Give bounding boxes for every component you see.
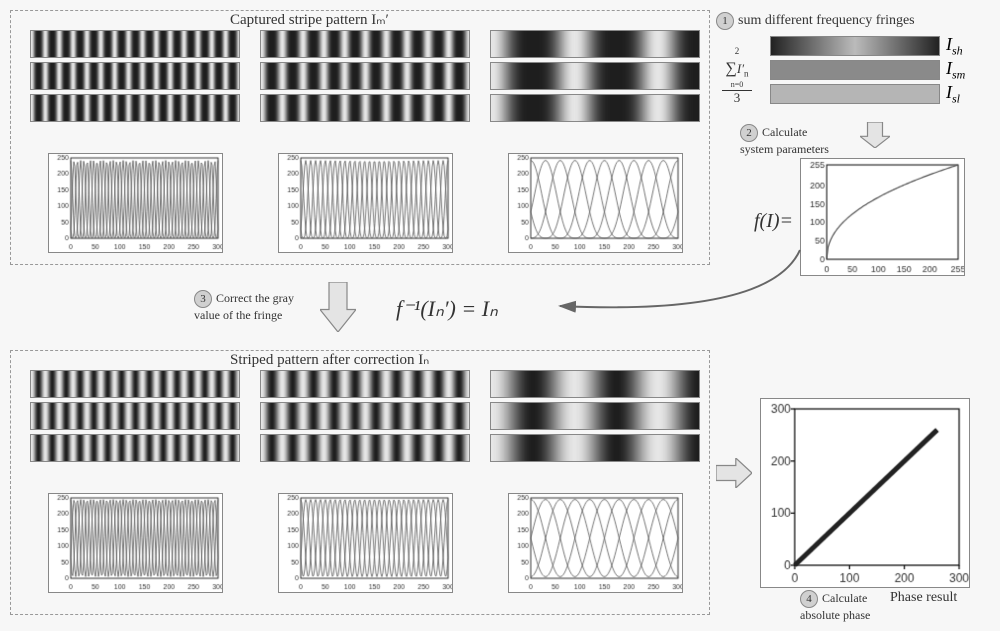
arrow-sum-to-curve xyxy=(860,122,890,148)
step-1-label: 1sum different frequency fringes xyxy=(716,12,915,30)
arrow-correct-down xyxy=(320,282,356,332)
stripe-top-0-row2 xyxy=(30,94,240,122)
phase-plot-bottom-2 xyxy=(508,493,683,593)
stripe-top-1-row0 xyxy=(260,30,470,58)
step-2-label: 2Calculatesystem parameters xyxy=(740,124,829,157)
phase-plot-top-0 xyxy=(48,153,223,253)
sum-bars xyxy=(770,36,940,104)
sum-bar-2 xyxy=(770,84,940,104)
stripe-top-2-row1 xyxy=(490,62,700,90)
stripe-top-0-row0 xyxy=(30,30,240,58)
step-3-label: 3Correct the grayvalue of the fringe xyxy=(194,290,294,323)
sum-bar-0 xyxy=(770,36,940,56)
stripe-top-2-row2 xyxy=(490,94,700,122)
phase-plot-top-2 xyxy=(508,153,683,253)
captured-title: Captured stripe pattern Iₘ′ xyxy=(230,10,389,29)
phase-result-plot xyxy=(760,398,970,588)
inverse-formula: f⁻¹(Iₙ′) = Iₙ xyxy=(396,296,498,322)
stripe-top-2-row0 xyxy=(490,30,700,58)
stripe-top-1-row2 xyxy=(260,94,470,122)
corrected-title: Striped pattern after correction Iₙ xyxy=(230,350,429,369)
stripe-bottom-0-row2 xyxy=(30,434,240,462)
stripe-top-0-row1 xyxy=(30,62,240,90)
system-parameters-plot xyxy=(800,158,965,276)
stripe-bottom-1-row2 xyxy=(260,434,470,462)
stripe-top-1-row1 xyxy=(260,62,470,90)
phase-result-xlabel: Phase result xyxy=(890,590,957,606)
stripe-bottom-0-row1 xyxy=(30,402,240,430)
phase-plot-bottom-0 xyxy=(48,493,223,593)
sum-bar-1 xyxy=(770,60,940,80)
sum-formula: 2∑I′nn=03 xyxy=(722,50,752,104)
stripe-bottom-2-row2 xyxy=(490,434,700,462)
stripe-bottom-2-row0 xyxy=(490,370,700,398)
stripe-bottom-2-row1 xyxy=(490,402,700,430)
step-4-label: 4Calculateabsolute phase xyxy=(800,590,870,623)
stripe-bottom-0-row0 xyxy=(30,370,240,398)
arrow-bottom-to-phase xyxy=(716,458,752,488)
phase-plot-top-1 xyxy=(278,153,453,253)
stripe-bottom-1-row1 xyxy=(260,402,470,430)
phase-plot-bottom-1 xyxy=(278,493,453,593)
stripe-bottom-1-row0 xyxy=(260,370,470,398)
